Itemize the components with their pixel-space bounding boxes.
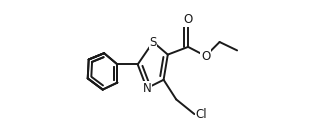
Text: O: O: [201, 50, 210, 62]
Text: N: N: [143, 82, 151, 95]
Text: Cl: Cl: [196, 108, 208, 121]
Text: O: O: [183, 13, 193, 26]
Text: S: S: [149, 36, 157, 48]
